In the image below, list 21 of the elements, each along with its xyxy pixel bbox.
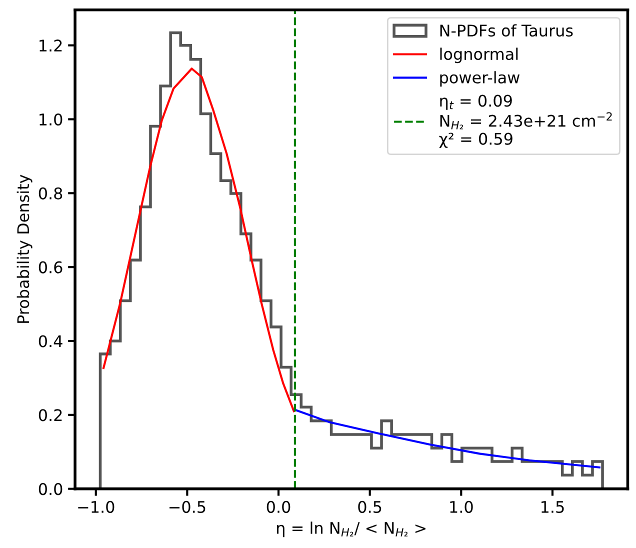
x-tick-label: 0.0	[266, 500, 290, 513]
y-tick-label: 0.0	[38, 483, 62, 496]
x-tick-label: 0.5	[358, 500, 382, 513]
legend-label: lognormal	[440, 48, 518, 64]
line-series	[102, 68, 295, 412]
legend-label: N-PDFs of Taurus	[440, 24, 573, 37]
x-tick-label: −1.0	[78, 500, 114, 513]
y-tick-label: 1.0	[40, 113, 62, 126]
x-axis-title: η = ln N$_{H₂}$/ < N$_{H₂}$ >	[277, 522, 426, 538]
x-tick-label: −0.5	[169, 500, 206, 513]
legend-label: power-law	[440, 71, 520, 87]
line-series	[294, 408, 600, 468]
y-tick-label: 1.2	[40, 40, 62, 52]
y-tick-label: 0.4	[38, 335, 62, 348]
y-tick-label: 0.2	[38, 409, 62, 422]
y-axis-title: Probability Density	[16, 174, 32, 323]
x-tick-label: 1.5	[542, 501, 564, 513]
text: η$_{t}$ = 0.09 N$_{H₂}$ = 2.43e+21 cm$^{−2}$ χ² = 0.59	[439, 94, 612, 148]
x-tick-label: 1.0	[450, 500, 473, 513]
y-tick-label: 0.8	[38, 187, 62, 200]
y-tick-label: 0.6	[38, 261, 62, 274]
